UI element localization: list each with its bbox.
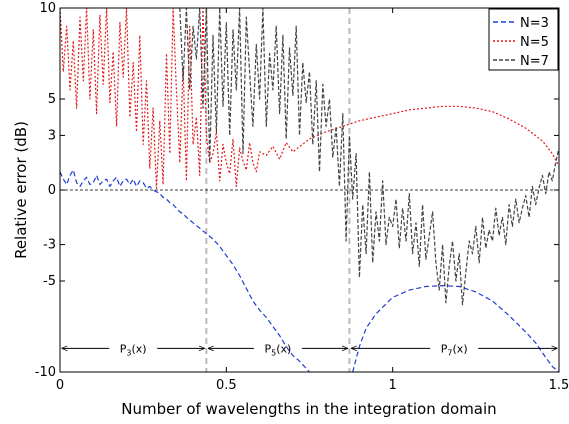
range-annotation-1: P3(x): [62, 342, 204, 357]
range-annotations: P3(x) P5(x) P7(x): [62, 342, 557, 357]
legend-label: N=5: [520, 35, 549, 50]
legend: N=3 N=5 N=7: [488, 8, 559, 71]
range-annotation-3: P7(x): [351, 342, 557, 357]
series-lines: [60, 8, 559, 372]
x-axis-ticks: 0 0.5 1 1.5: [56, 8, 569, 393]
range-label: P5(x): [264, 342, 291, 357]
series-line-n3-seg2: [352, 285, 559, 372]
range-label: P7(x): [441, 342, 468, 357]
series-line-n5-seg1: [60, 8, 559, 189]
y-axis-ticks: -10 -5 -3 0 3 5 10: [35, 1, 559, 380]
legend-label: N=7: [520, 54, 549, 69]
range-annotation-2: P5(x): [208, 342, 347, 357]
y-tick-label: 0: [48, 183, 56, 198]
y-tick-label: -3: [43, 238, 56, 253]
x-axis-label: Number of wavelengths in the integration…: [121, 400, 496, 418]
series-line-n3-seg1: [60, 169, 310, 372]
y-tick-label: -5: [43, 274, 56, 289]
y-tick-label: 5: [48, 92, 56, 107]
x-tick-label: 0.5: [216, 378, 237, 393]
x-tick-label: 1: [389, 378, 397, 393]
y-tick-label: 10: [39, 1, 56, 16]
series-line-n7-seg1: [179, 8, 559, 306]
plot-frame: [59, 7, 560, 373]
y-tick-label: 3: [48, 128, 56, 143]
y-tick-label: -10: [35, 365, 56, 380]
y-axis-label: Relative error (dB): [12, 121, 30, 259]
x-tick-label: 0: [56, 378, 64, 393]
x-tick-label: 1.5: [549, 378, 569, 393]
range-label: P3(x): [120, 342, 147, 357]
legend-label: N=3: [520, 16, 549, 31]
